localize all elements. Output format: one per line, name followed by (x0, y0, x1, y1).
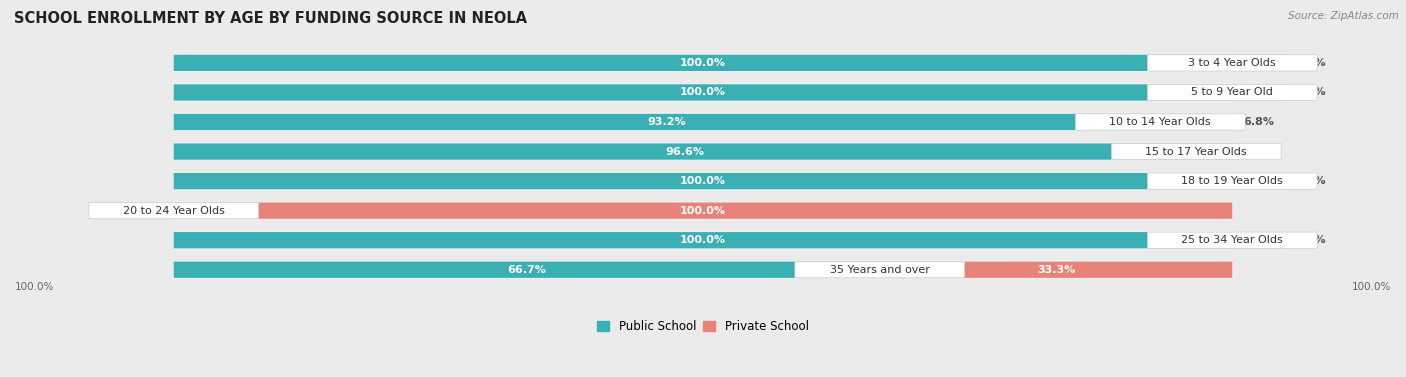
Text: 3 to 4 Year Olds: 3 to 4 Year Olds (1188, 58, 1277, 68)
Text: 0.0%: 0.0% (132, 205, 163, 216)
FancyBboxPatch shape (174, 114, 1160, 130)
Text: 0.0%: 0.0% (1296, 235, 1326, 245)
FancyBboxPatch shape (174, 172, 1232, 191)
FancyBboxPatch shape (174, 201, 1232, 220)
Text: 66.7%: 66.7% (508, 265, 546, 275)
Text: Source: ZipAtlas.com: Source: ZipAtlas.com (1288, 11, 1399, 21)
Text: 0.0%: 0.0% (1296, 176, 1326, 186)
Text: 35 Years and over: 35 Years and over (830, 265, 929, 275)
FancyBboxPatch shape (174, 84, 1232, 101)
Text: 100.0%: 100.0% (681, 205, 725, 216)
FancyBboxPatch shape (880, 262, 1232, 278)
FancyBboxPatch shape (174, 112, 1232, 132)
Text: 18 to 19 Year Olds: 18 to 19 Year Olds (1181, 176, 1284, 186)
FancyBboxPatch shape (89, 202, 259, 219)
FancyBboxPatch shape (174, 142, 1232, 161)
Text: 6.8%: 6.8% (1243, 117, 1274, 127)
FancyBboxPatch shape (1111, 143, 1281, 160)
Text: 100.0%: 100.0% (15, 282, 55, 292)
FancyBboxPatch shape (794, 262, 965, 278)
Text: 96.6%: 96.6% (665, 147, 704, 156)
Text: SCHOOL ENROLLMENT BY AGE BY FUNDING SOURCE IN NEOLA: SCHOOL ENROLLMENT BY AGE BY FUNDING SOUR… (14, 11, 527, 26)
FancyBboxPatch shape (1076, 114, 1246, 130)
FancyBboxPatch shape (174, 53, 1232, 72)
FancyBboxPatch shape (1232, 232, 1285, 248)
Legend: Public School, Private School: Public School, Private School (593, 317, 813, 337)
FancyBboxPatch shape (174, 262, 880, 278)
Text: 5 to 9 Year Old: 5 to 9 Year Old (1191, 87, 1274, 97)
FancyBboxPatch shape (1147, 55, 1317, 71)
FancyBboxPatch shape (174, 202, 226, 219)
Text: 100.0%: 100.0% (1351, 282, 1391, 292)
Text: 93.2%: 93.2% (648, 117, 686, 127)
FancyBboxPatch shape (174, 143, 1197, 160)
FancyBboxPatch shape (1160, 114, 1232, 130)
Text: 0.0%: 0.0% (1296, 87, 1326, 97)
FancyBboxPatch shape (174, 202, 1232, 219)
Text: 15 to 17 Year Olds: 15 to 17 Year Olds (1146, 147, 1247, 156)
FancyBboxPatch shape (1232, 173, 1285, 189)
Text: 3.5%: 3.5% (1244, 147, 1274, 156)
Text: 100.0%: 100.0% (681, 87, 725, 97)
FancyBboxPatch shape (174, 55, 1232, 71)
FancyBboxPatch shape (174, 173, 1232, 189)
Text: 25 to 34 Year Olds: 25 to 34 Year Olds (1181, 235, 1284, 245)
Text: 33.3%: 33.3% (1036, 265, 1076, 275)
FancyBboxPatch shape (174, 83, 1232, 102)
FancyBboxPatch shape (1147, 173, 1317, 189)
Text: 10 to 14 Year Olds: 10 to 14 Year Olds (1109, 117, 1211, 127)
Text: 100.0%: 100.0% (681, 176, 725, 186)
Text: 100.0%: 100.0% (681, 58, 725, 68)
Text: 20 to 24 Year Olds: 20 to 24 Year Olds (122, 205, 225, 216)
FancyBboxPatch shape (1197, 143, 1233, 160)
Text: 100.0%: 100.0% (681, 235, 725, 245)
FancyBboxPatch shape (174, 260, 1232, 279)
FancyBboxPatch shape (1232, 55, 1285, 71)
FancyBboxPatch shape (1147, 84, 1317, 101)
FancyBboxPatch shape (1232, 84, 1285, 101)
FancyBboxPatch shape (1147, 232, 1317, 248)
Text: 0.0%: 0.0% (1296, 58, 1326, 68)
FancyBboxPatch shape (174, 232, 1232, 248)
FancyBboxPatch shape (174, 231, 1232, 250)
